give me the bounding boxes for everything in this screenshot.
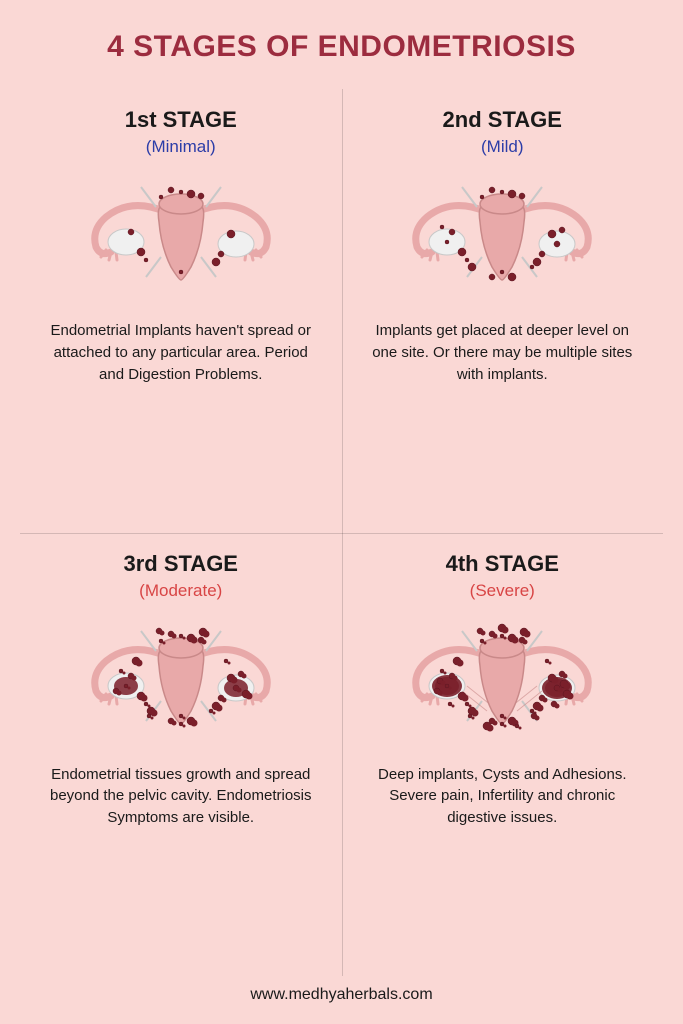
stage-title: 2nd STAGE [443,107,562,133]
stage-cell-3: 3rd STAGE (Moderate) Endometrial tissues… [20,533,342,977]
stage-title: 4th STAGE [446,551,559,577]
uterus-illustration [71,616,291,746]
stage-description: Implants get placed at deeper level on o… [357,320,649,385]
page-title: 4 STAGES OF ENDOMETRIOSIS [20,30,663,64]
stage-cell-1: 1st STAGE (Minimal) Endometrial Implants… [20,89,342,533]
stage-subtitle: (Moderate) [139,581,222,601]
uterus-illustration [392,616,612,746]
stage-title: 1st STAGE [125,107,237,133]
footer-url: www.medhyaherbals.com [20,986,663,1004]
stage-title: 3rd STAGE [123,551,238,577]
horizontal-divider [20,533,663,534]
stage-subtitle: (Severe) [470,581,535,601]
stage-description: Endometrial Implants haven't spread or a… [35,320,327,385]
stage-cell-4: 4th STAGE (Severe) Deep implants, Cysts … [342,533,664,977]
uterus-illustration [392,172,612,302]
stage-subtitle: (Minimal) [146,137,216,157]
stages-grid: 1st STAGE (Minimal) Endometrial Implants… [20,89,663,976]
stage-cell-2: 2nd STAGE (Mild) Implants get placed at … [342,89,664,533]
stage-description: Deep implants, Cysts and Adhesions. Seve… [357,764,649,829]
uterus-illustration [71,172,291,302]
stage-description: Endometrial tissues growth and spread be… [35,764,327,829]
stage-subtitle: (Mild) [481,137,524,157]
